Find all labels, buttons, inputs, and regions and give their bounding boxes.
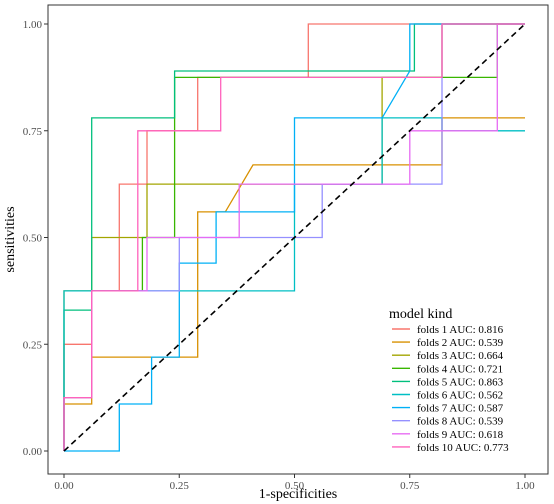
roc-curve-fold-10	[63, 23, 525, 451]
y-tick-label: 1.00	[23, 19, 43, 31]
legend-label-fold-2: folds 2 AUC: 0.539	[417, 337, 504, 349]
x-tick-label: 0.75	[400, 480, 420, 492]
legend-label-fold-8: folds 8 AUC: 0.539	[417, 416, 504, 428]
chance-diagonal-line	[63, 23, 526, 452]
x-axis-ticks: 0.00 0.25 0.50 0.75 1.00	[54, 474, 535, 492]
x-tick-label: 0.50	[285, 480, 305, 492]
legend-label-fold-3: folds 3 AUC: 0.664	[417, 350, 504, 362]
legend-label-fold-7: folds 7 AUC: 0.587	[417, 403, 504, 415]
legend-label-fold-10: folds 10 AUC: 0.773	[417, 442, 509, 454]
y-axis-ticks: 0.00 0.25 0.50 0.75 1.00	[23, 19, 48, 458]
x-axis-title: 1-specificities	[259, 487, 338, 502]
y-axis-title: sensitivities	[3, 206, 18, 272]
plot-panel-border	[47, 4, 549, 475]
y-tick-label: 0.25	[23, 339, 43, 351]
legend-title: model kind	[389, 307, 452, 322]
x-tick-label: 1.00	[515, 480, 535, 492]
legend-label-fold-9: folds 9 AUC: 0.618	[417, 429, 504, 441]
roc-curve-fold-5	[63, 23, 525, 451]
y-tick-label: 0.00	[23, 446, 43, 458]
roc-curve-fold-7	[64, 23, 525, 452]
x-tick-label: 0.25	[170, 480, 190, 492]
legend-label-fold-6: folds 6 AUC: 0.562	[417, 390, 503, 402]
legend-label-fold-1: folds 1 AUC: 0.816	[417, 324, 504, 336]
y-tick-label: 0.75	[23, 126, 43, 138]
y-tick-label: 0.50	[23, 233, 43, 245]
legend-label-fold-4: folds 4 AUC: 0.721	[417, 363, 503, 375]
x-tick-label: 0.00	[54, 480, 74, 492]
roc-series-layer	[63, 23, 525, 452]
legend-label-fold-5: folds 5 AUC: 0.863	[417, 376, 504, 388]
